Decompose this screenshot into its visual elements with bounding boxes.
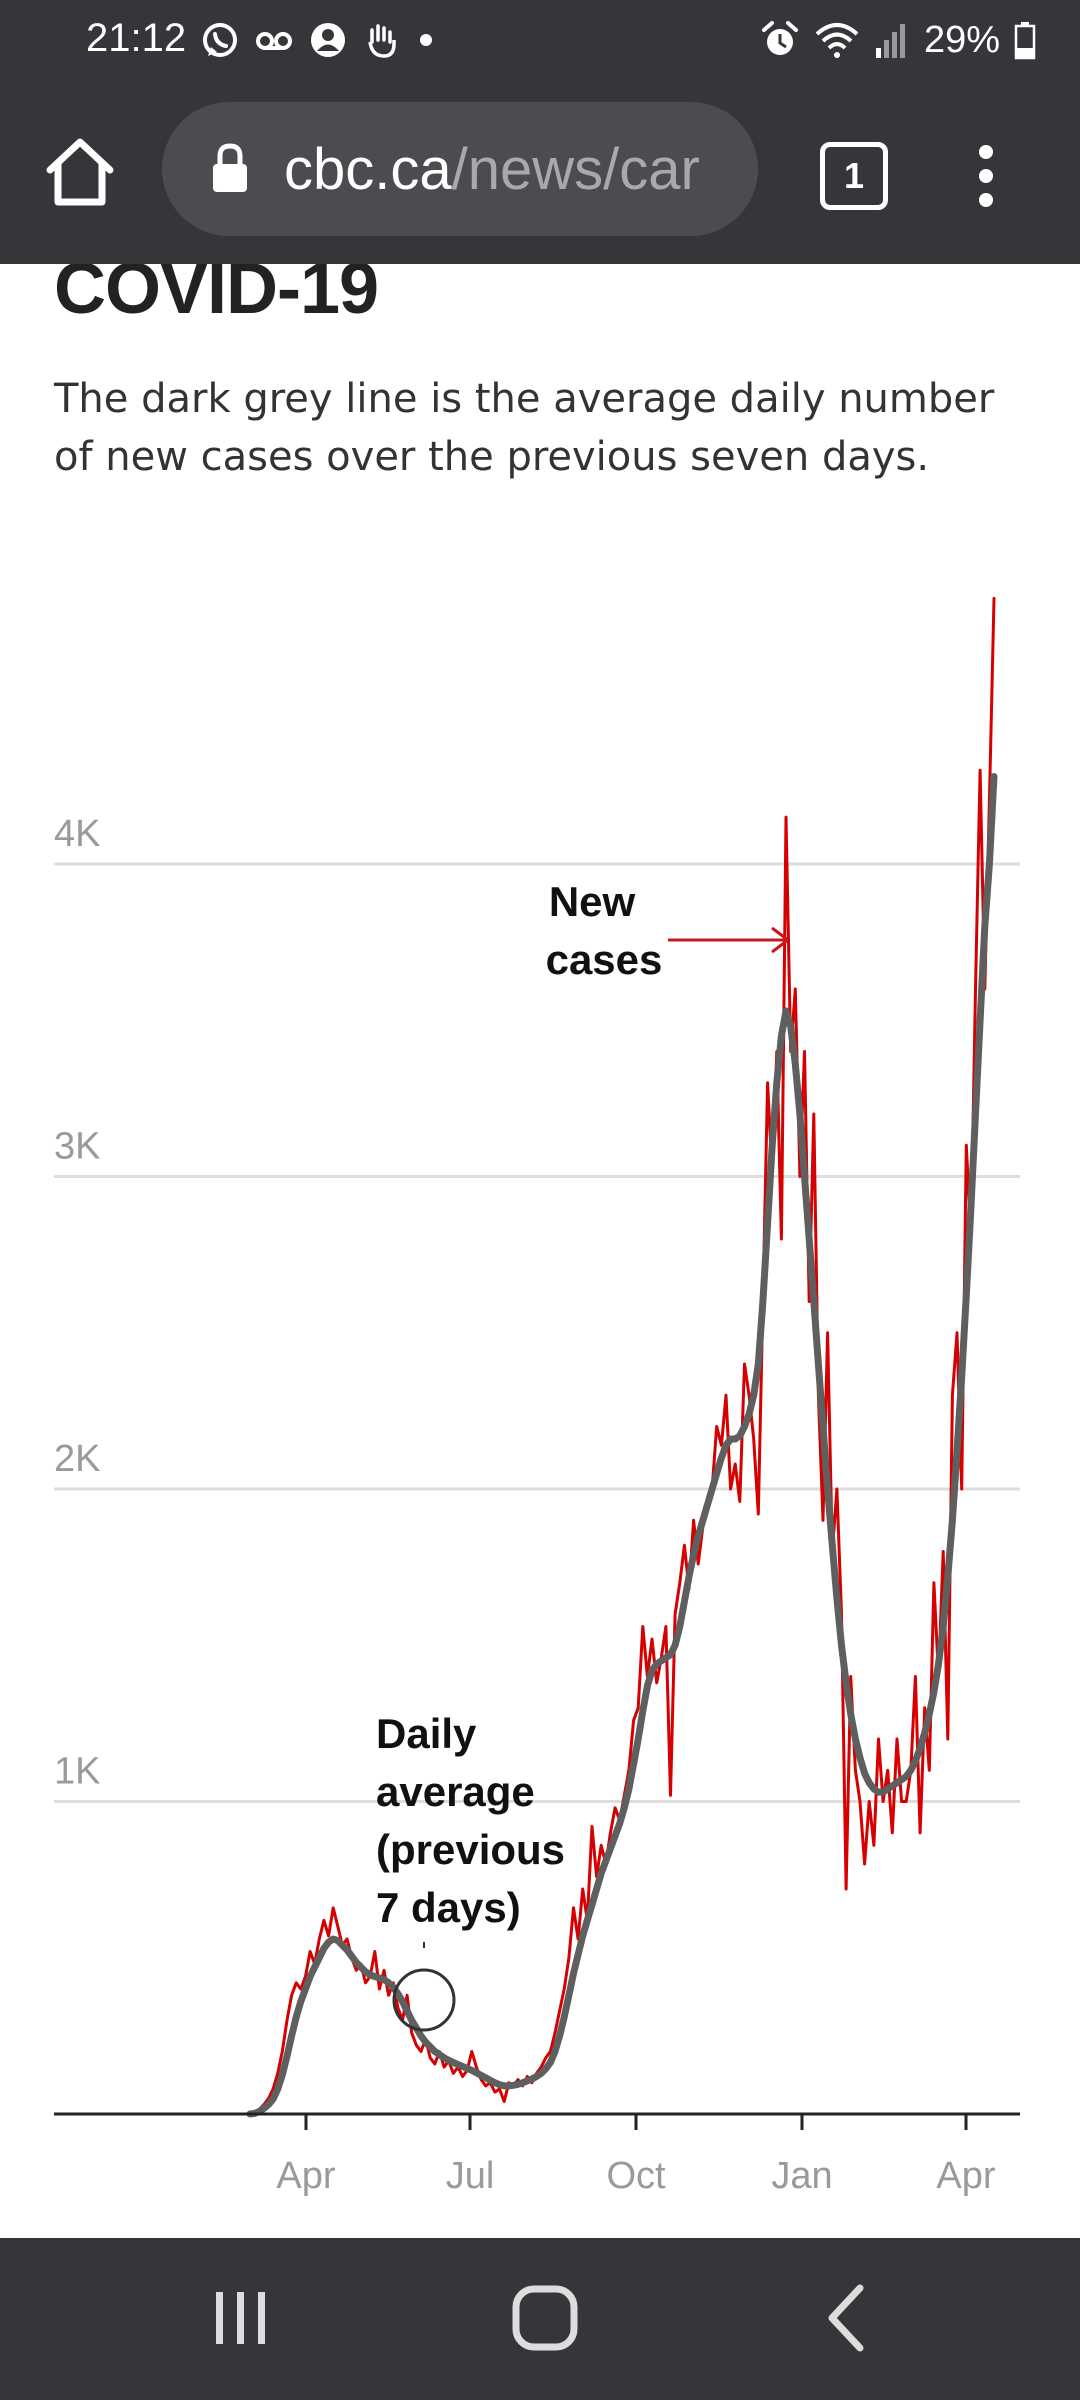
page-heading: COVID-19 [54,264,379,329]
home-icon[interactable] [40,132,120,212]
annotation-avg-line4: 7 days) [376,1884,521,1931]
system-nav-bar [0,2238,1080,2400]
url-path: /news/car [451,137,700,202]
y-tick-label: 3K [54,1126,100,1168]
x-tick-label: Oct [606,2155,666,2197]
annotation-avg-circle [392,1968,456,2032]
browser-toolbar: cbc.ca/news/car 1 [0,80,1080,264]
y-tick-label: 2K [54,1438,100,1480]
series-line-seven-day-average [246,773,998,2118]
hand-icon [368,24,396,58]
battery-level: 29% [923,18,1000,61]
alarm-icon [761,21,798,55]
page-description: The dark grey line is the average daily … [54,376,995,480]
annotation-avg-line3: (previous [376,1826,565,1873]
page-content: COVID-19 The dark grey line is the avera… [0,264,1080,2238]
address-bar[interactable]: cbc.ca/news/car [162,102,758,236]
annotation-new-cases-line2: cases [546,936,663,983]
annotation-avg-line1: Daily [376,1710,477,1757]
voicemail-icon [256,32,292,50]
status-time: 21:12 [86,16,187,60]
status-icons-left [200,18,436,62]
x-tick-label: Jul [446,2155,495,2197]
signal-icon [875,24,905,58]
y-tick-label: 1K [54,1751,100,1793]
annotation-avg-line2: average [376,1768,535,1815]
lock-icon [213,143,247,192]
battery-icon [1014,22,1036,60]
arrow-right-icon [668,926,791,954]
whatsapp-icon [203,23,237,57]
url-host: cbc.ca [284,137,452,202]
more-vert-icon[interactable] [966,142,1006,210]
x-tick-label: Jan [771,2155,832,2197]
url-text[interactable]: cbc.ca/news/car [284,136,700,203]
y-tick-label: 4K [54,813,100,855]
status-bar: 21:12 [0,0,1080,80]
recent-apps-icon[interactable] [196,2278,286,2358]
x-tick-label: Apr [936,2155,995,2197]
dot-icon [420,34,432,46]
tab-switcher-button[interactable]: 1 [820,142,888,210]
annotation-new-cases-line1: New [549,878,636,925]
x-tick-label: Apr [276,2155,335,2197]
series-line-new-cases [248,596,996,2116]
account-icon [311,23,345,57]
home-nav-icon[interactable] [500,2278,590,2358]
wifi-icon [815,23,859,58]
status-icons-right: 29% [760,18,1036,62]
covid-cases-chart: 1K 2K 3K 4K Apr Jul Oct Jan Apr New cases Daily… [54,596,1020,2197]
back-icon[interactable] [800,2278,890,2358]
